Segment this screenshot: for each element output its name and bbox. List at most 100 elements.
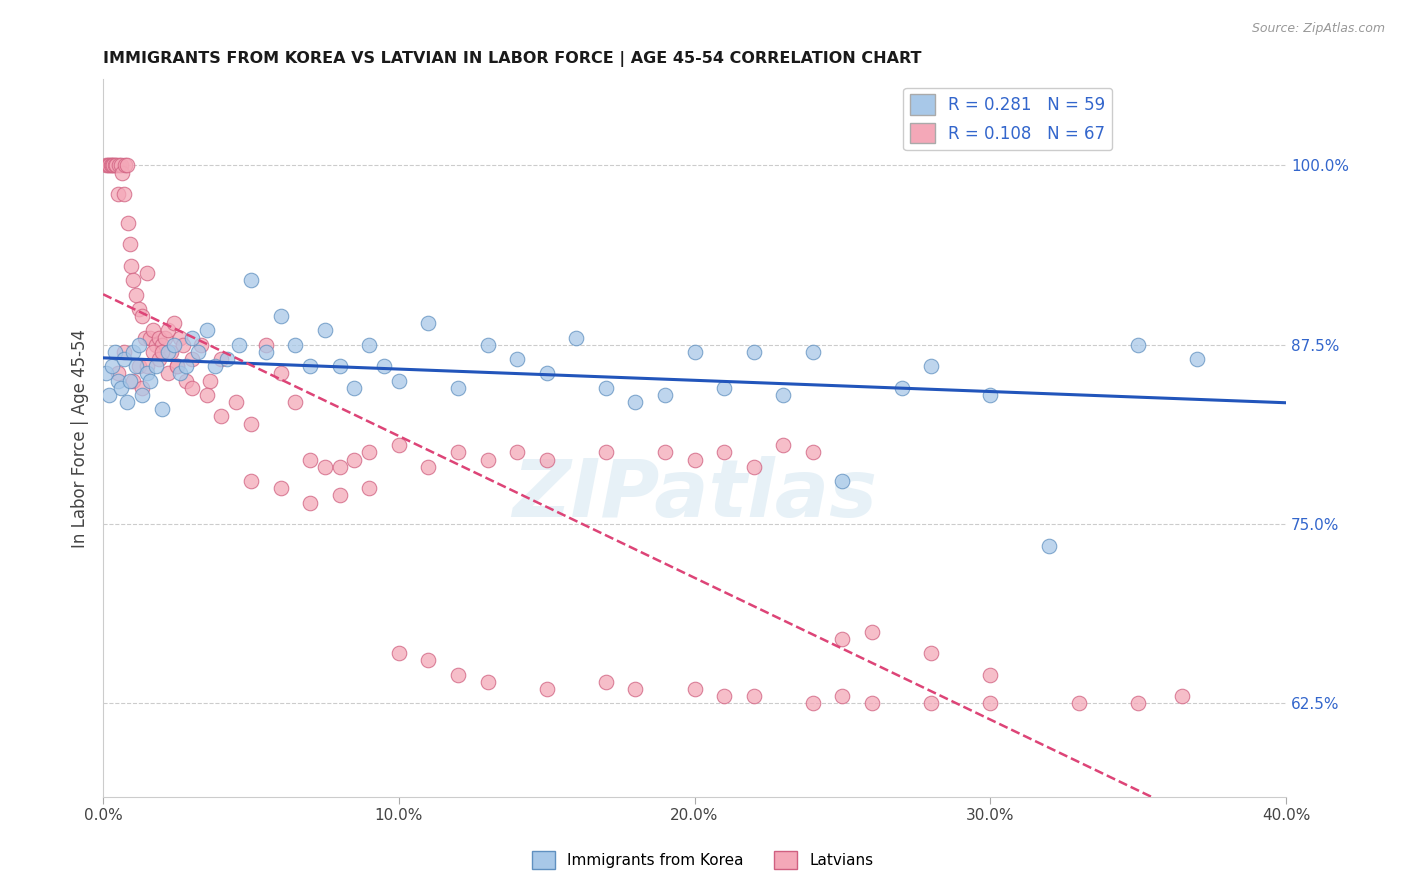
Point: [270, 481, 292, 495]
Point: [150, 402, 173, 417]
Point: [270, 309, 292, 323]
Point: [772, 438, 794, 452]
Point: [163, 337, 186, 351]
Point: [131, 309, 153, 323]
Point: [314, 459, 336, 474]
Point: [169, 367, 191, 381]
Point: [860, 624, 883, 639]
Point: [112, 345, 135, 359]
Point: [831, 632, 853, 646]
Point: [150, 345, 173, 359]
Point: [801, 697, 824, 711]
Point: [104, 345, 127, 359]
Point: [565, 330, 588, 344]
Point: [373, 359, 395, 374]
Point: [447, 445, 470, 459]
Point: [418, 459, 440, 474]
Point: [108, 158, 131, 172]
Point: [124, 359, 146, 374]
Point: [118, 374, 141, 388]
Point: [228, 337, 250, 351]
Text: IMMIGRANTS FROM KOREA VS LATVIAN IN LABOR FORCE | AGE 45-54 CORRELATION CHART: IMMIGRANTS FROM KOREA VS LATVIAN IN LABO…: [103, 51, 921, 67]
Legend: Immigrants from Korea, Latvians: Immigrants from Korea, Latvians: [526, 845, 880, 875]
Point: [890, 381, 912, 395]
Point: [98, 388, 121, 402]
Point: [112, 187, 135, 202]
Point: [1038, 539, 1060, 553]
Point: [94, 367, 117, 381]
Point: [114, 158, 136, 172]
Point: [801, 445, 824, 459]
Point: [742, 690, 765, 704]
Point: [105, 158, 128, 172]
Point: [120, 259, 142, 273]
Point: [1171, 690, 1194, 704]
Point: [187, 345, 209, 359]
Point: [979, 697, 1001, 711]
Point: [418, 316, 440, 330]
Point: [131, 388, 153, 402]
Point: [160, 345, 183, 359]
Point: [104, 158, 127, 172]
Point: [713, 690, 735, 704]
Point: [157, 345, 180, 359]
Point: [94, 158, 117, 172]
Point: [240, 474, 263, 488]
Point: [388, 374, 411, 388]
Point: [100, 158, 122, 172]
Point: [145, 359, 167, 374]
Point: [111, 165, 134, 179]
Point: [195, 388, 218, 402]
Point: [683, 452, 706, 467]
Point: [654, 388, 676, 402]
Point: [157, 323, 180, 337]
Point: [920, 646, 942, 660]
Point: [225, 395, 247, 409]
Point: [329, 359, 352, 374]
Point: [115, 395, 138, 409]
Point: [128, 301, 150, 316]
Point: [103, 158, 125, 172]
Point: [284, 337, 307, 351]
Point: [121, 374, 143, 388]
Point: [831, 690, 853, 704]
Point: [624, 682, 647, 697]
Point: [209, 352, 232, 367]
Point: [801, 345, 824, 359]
Point: [329, 488, 352, 502]
Point: [920, 697, 942, 711]
Point: [110, 158, 132, 172]
Point: [359, 481, 381, 495]
Point: [131, 381, 153, 395]
Point: [979, 667, 1001, 681]
Point: [624, 395, 647, 409]
Point: [299, 359, 322, 374]
Point: [388, 438, 411, 452]
Point: [128, 337, 150, 351]
Point: [163, 316, 186, 330]
Point: [190, 337, 212, 351]
Point: [195, 323, 218, 337]
Point: [240, 273, 263, 287]
Y-axis label: In Labor Force | Age 45-54: In Labor Force | Age 45-54: [72, 328, 89, 548]
Point: [1126, 697, 1149, 711]
Point: [128, 359, 150, 374]
Point: [180, 352, 202, 367]
Point: [209, 409, 232, 424]
Point: [174, 374, 197, 388]
Point: [654, 445, 676, 459]
Point: [139, 330, 162, 344]
Text: Source: ZipAtlas.com: Source: ZipAtlas.com: [1251, 22, 1385, 36]
Point: [115, 158, 138, 172]
Point: [124, 287, 146, 301]
Point: [217, 352, 239, 367]
Point: [418, 653, 440, 667]
Point: [136, 367, 159, 381]
Point: [477, 452, 499, 467]
Point: [169, 330, 191, 344]
Point: [142, 345, 165, 359]
Point: [118, 237, 141, 252]
Point: [359, 445, 381, 459]
Point: [166, 359, 188, 374]
Point: [343, 381, 366, 395]
